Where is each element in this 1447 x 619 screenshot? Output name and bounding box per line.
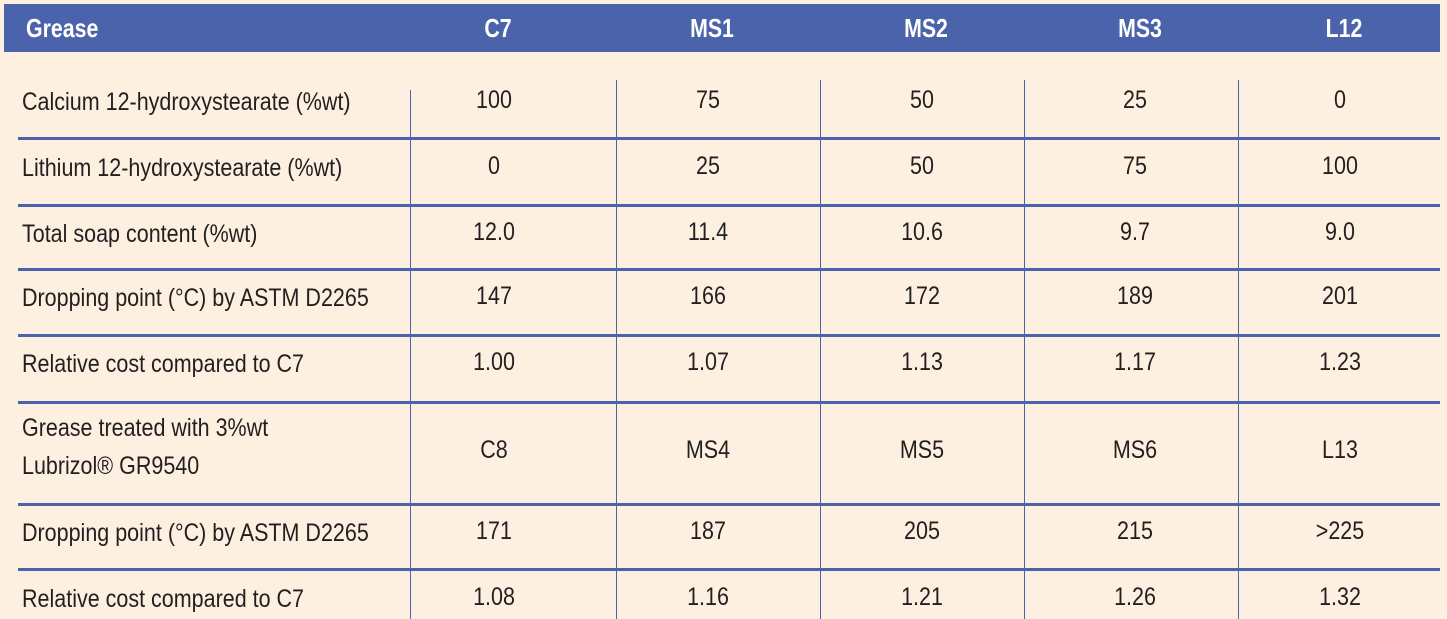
cell-ms1: 166 [690, 282, 726, 310]
header-ms2: MS2 [904, 12, 948, 43]
header-ms3: MS3 [1118, 12, 1162, 43]
row-divider [18, 568, 1440, 571]
row-label-line2: Lubrizol® GR9540 [22, 452, 200, 480]
column-divider [410, 90, 411, 619]
cell-c7: 1.08 [473, 583, 515, 611]
cell-ms3: 75 [1123, 152, 1147, 180]
cell-c7: 171 [476, 517, 512, 545]
cell-ms3: 189 [1117, 282, 1153, 310]
cell-c7: 12.0 [473, 218, 515, 246]
cell-ms2: 172 [904, 282, 940, 310]
column-divider [1024, 80, 1025, 619]
row-divider [18, 204, 1440, 207]
row-divider [18, 334, 1440, 337]
cell-l12: 100 [1322, 152, 1358, 180]
cell-ms1: 1.16 [687, 583, 729, 611]
cell-ms2: 1.13 [901, 348, 943, 376]
cell-ms2: 50 [910, 86, 934, 114]
cell-ms1: 11.4 [687, 218, 729, 246]
column-divider [820, 80, 821, 619]
cell-ms1: 25 [696, 152, 720, 180]
cell-ms3: MS6 [1112, 436, 1158, 464]
column-divider [616, 80, 617, 619]
cell-c7: 100 [476, 86, 512, 114]
cell-l12: 9.0 [1325, 218, 1355, 246]
cell-ms3: 25 [1123, 86, 1147, 114]
row-label: Calcium 12-hydroxystearate (%wt) [22, 88, 351, 116]
cell-l12: 201 [1322, 282, 1358, 310]
cell-l12: 1.23 [1319, 348, 1361, 376]
cell-ms3: 215 [1117, 517, 1153, 545]
header-l12: L12 [1325, 12, 1363, 43]
cell-ms2: MS5 [899, 436, 945, 464]
cell-l12: 0 [1334, 86, 1346, 114]
row-label-line1: Grease treated with 3%wt [22, 414, 269, 442]
table-header: Grease C7 MS1 MS2 MS3 L12 [4, 4, 1440, 52]
cell-l12: 1.32 [1319, 583, 1361, 611]
cell-ms3: 1.26 [1114, 583, 1156, 611]
cell-l12: >225 [1315, 517, 1365, 545]
cell-ms1: MS4 [685, 436, 731, 464]
header-ms1: MS1 [690, 12, 734, 43]
cell-l12: L13 [1322, 436, 1358, 464]
row-label: Relative cost compared to C7 [22, 585, 305, 613]
cell-ms3: 9.7 [1120, 218, 1150, 246]
row-label: Total soap content (%wt) [22, 220, 258, 248]
cell-c7: 0 [488, 152, 500, 180]
cell-c7: 1.00 [473, 348, 515, 376]
cell-c7: C8 [480, 436, 508, 464]
cell-c7: 147 [476, 282, 512, 310]
cell-ms3: 1.17 [1114, 348, 1156, 376]
row-divider [18, 268, 1440, 271]
row-label: Lithium 12-hydroxystearate (%wt) [22, 154, 343, 182]
cell-ms1: 187 [690, 517, 726, 545]
header-grease: Grease [26, 12, 99, 43]
header-c7: C7 [484, 12, 512, 43]
cell-ms2: 10.6 [901, 218, 943, 246]
row-label: Dropping point (°C) by ASTM D2265 [22, 284, 369, 312]
row-divider [18, 137, 1440, 140]
row-divider [18, 503, 1440, 506]
row-label: Relative cost compared to C7 [22, 350, 305, 378]
cell-ms2: 205 [904, 517, 940, 545]
column-divider [1238, 80, 1239, 619]
cell-ms1: 75 [696, 86, 720, 114]
row-label: Dropping point (°C) by ASTM D2265 [22, 519, 369, 547]
cell-ms1: 1.07 [687, 348, 729, 376]
cell-ms2: 1.21 [901, 583, 943, 611]
cell-ms2: 50 [910, 152, 934, 180]
row-divider [18, 401, 1440, 404]
